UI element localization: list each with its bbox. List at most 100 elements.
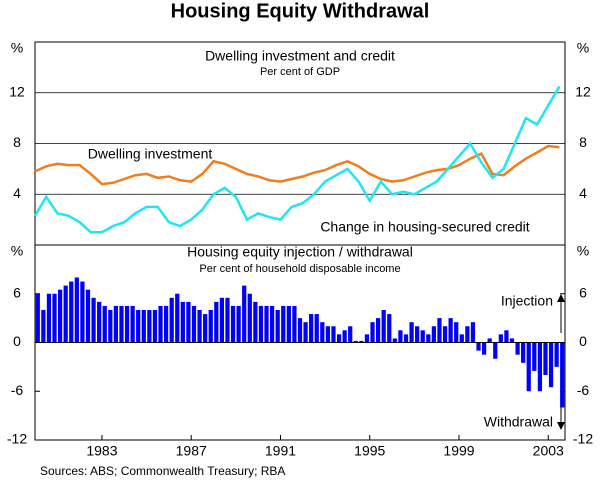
bar xyxy=(286,305,291,343)
bar xyxy=(381,310,386,343)
bar xyxy=(431,326,437,343)
y-tick-label: 12 xyxy=(9,83,25,99)
bar xyxy=(247,293,252,343)
bar xyxy=(465,326,470,343)
bar xyxy=(487,338,492,343)
bar xyxy=(269,305,275,343)
bar xyxy=(353,340,358,343)
y-tick-label: 8 xyxy=(13,134,21,150)
bar xyxy=(493,342,498,359)
bar xyxy=(532,342,537,371)
x-tick-label: 1983 xyxy=(86,443,117,459)
bar xyxy=(504,330,509,343)
bar xyxy=(225,297,230,343)
bar xyxy=(253,301,258,343)
bar xyxy=(331,326,336,343)
bar xyxy=(359,340,364,343)
bar xyxy=(297,318,303,343)
y-tick-label: 6 xyxy=(579,284,587,300)
bar xyxy=(292,305,297,343)
line xyxy=(34,144,560,186)
y-tick-label: 4 xyxy=(13,185,21,201)
bar xyxy=(175,293,180,343)
bar xyxy=(342,330,347,343)
bar xyxy=(208,310,213,343)
bar xyxy=(130,305,135,343)
y-tick-label: -12 xyxy=(7,431,27,447)
y-tick-label: 12 xyxy=(575,83,591,99)
bar xyxy=(57,289,63,343)
annotation: Withdrawal xyxy=(484,414,553,430)
bar xyxy=(476,342,481,351)
bar xyxy=(481,342,487,355)
bar xyxy=(147,310,152,343)
bar xyxy=(219,297,225,343)
bar xyxy=(281,305,286,343)
bar xyxy=(521,342,526,363)
bar xyxy=(63,285,68,343)
bar xyxy=(152,310,158,343)
x-tick-label: 1991 xyxy=(265,443,296,459)
bar xyxy=(85,289,91,343)
arrow-head xyxy=(557,422,565,430)
unit-label: % xyxy=(577,40,589,56)
bar xyxy=(398,330,403,343)
bar xyxy=(97,301,102,343)
annotation: Injection xyxy=(501,293,553,309)
bar xyxy=(543,342,548,375)
bar xyxy=(158,305,163,343)
bar xyxy=(459,334,464,343)
bar xyxy=(203,314,208,343)
bar xyxy=(163,305,169,343)
y-tick-label: -12 xyxy=(573,431,593,447)
unit-label: % xyxy=(577,243,589,259)
bar xyxy=(264,305,269,343)
bar xyxy=(420,330,425,343)
bar xyxy=(526,342,531,392)
bar xyxy=(498,334,503,343)
y-tick-label: -6 xyxy=(11,382,24,398)
bar xyxy=(415,326,420,343)
bar xyxy=(364,334,370,343)
y-tick-label: -6 xyxy=(577,382,590,398)
bar xyxy=(409,322,414,343)
bar xyxy=(186,301,191,343)
bar xyxy=(515,342,520,355)
bar xyxy=(197,310,202,343)
bar xyxy=(309,314,314,343)
x-tick-label: 1987 xyxy=(176,443,207,459)
bar xyxy=(141,310,146,343)
bar xyxy=(320,322,325,343)
y-tick-label: 6 xyxy=(13,284,21,300)
bar xyxy=(437,318,442,343)
y-tick-label: 0 xyxy=(13,333,21,349)
bar xyxy=(548,342,554,388)
bar xyxy=(230,305,236,343)
bar xyxy=(41,310,46,343)
y-tick-label: 8 xyxy=(579,134,587,150)
bar xyxy=(403,334,409,343)
bar xyxy=(191,305,197,343)
bar xyxy=(448,318,453,343)
bar xyxy=(169,297,174,343)
x-tick-label: 2003 xyxy=(533,443,564,459)
bar xyxy=(91,297,96,343)
bar xyxy=(74,277,79,343)
x-tick-label: 1999 xyxy=(443,443,474,459)
source: Sources: ABS; Commonwealth Treasury; RBA xyxy=(40,464,285,478)
bar xyxy=(180,301,185,343)
bar xyxy=(537,342,543,392)
bar xyxy=(442,326,448,343)
bar xyxy=(35,293,40,343)
series-label: Change in housing-secured credit xyxy=(320,219,529,235)
bar xyxy=(119,305,124,343)
unit-label: % xyxy=(11,243,23,259)
bar xyxy=(560,342,565,408)
bar xyxy=(108,310,113,343)
bar xyxy=(242,285,247,343)
bar xyxy=(392,338,397,343)
bar xyxy=(454,322,459,343)
bar xyxy=(80,281,85,343)
series-label: Dwelling investment xyxy=(88,146,213,162)
